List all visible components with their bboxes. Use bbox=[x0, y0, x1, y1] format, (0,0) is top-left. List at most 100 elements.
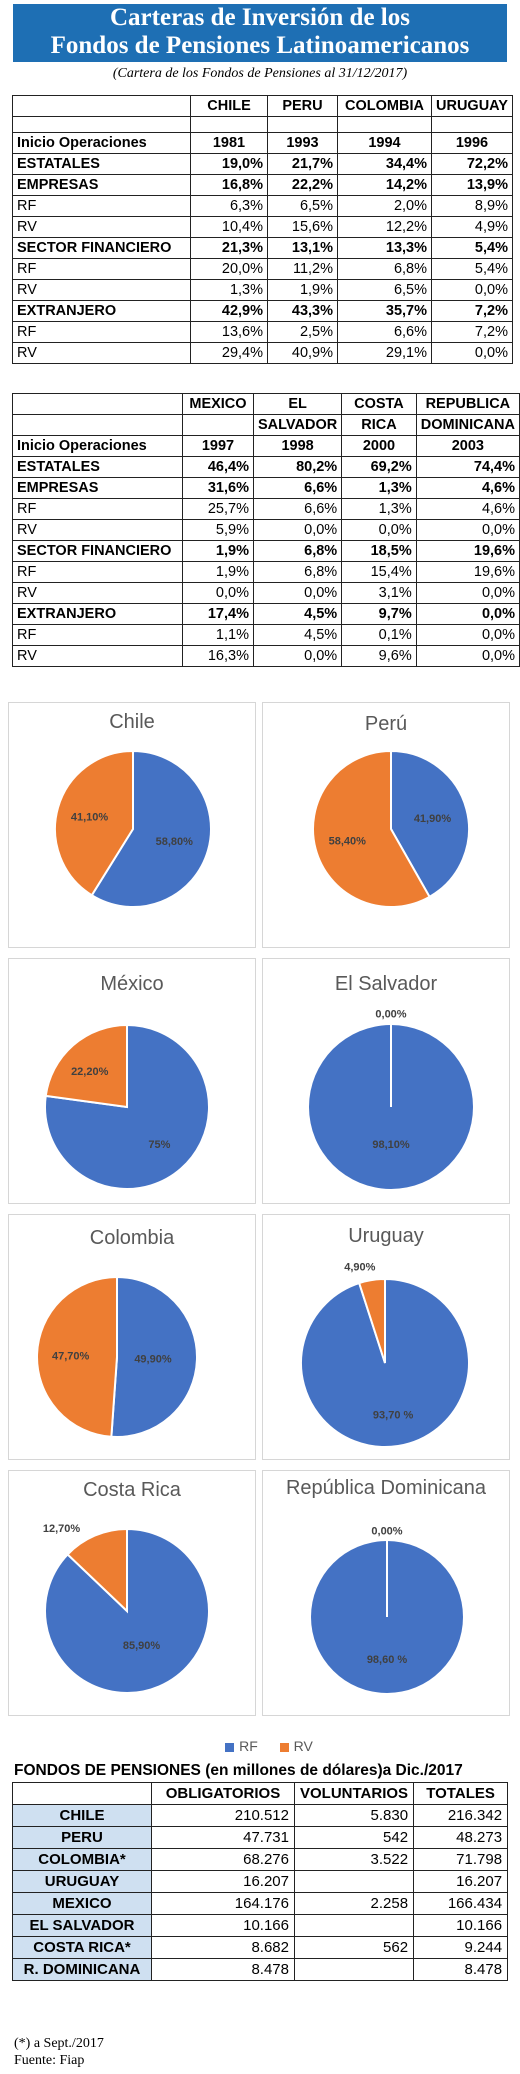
row-label: RV bbox=[12, 582, 183, 604]
pie-data-label: 0,00% bbox=[375, 1009, 406, 1021]
table-cell: 19,6% bbox=[415, 561, 520, 583]
pie-chart: 98,60 % 0,00% bbox=[311, 1525, 463, 1693]
table-cell: 6,5% bbox=[267, 195, 338, 217]
table-row: RF 1,1% 4,5% 0,1% 0,0% bbox=[12, 624, 520, 646]
table-cell: 1997 bbox=[181, 435, 254, 457]
table-cell: 0,1% bbox=[341, 624, 417, 646]
funds-country: COLOMBIA* bbox=[12, 1848, 152, 1871]
funds-header: OBLIGATORIOS bbox=[151, 1782, 295, 1805]
funds-cell: 47.731 bbox=[151, 1826, 295, 1849]
pie-panel: República Dominicana 98,60 % 0,00% bbox=[262, 1470, 510, 1716]
pie-panel: El Salvador 98,10% 0,00% bbox=[262, 958, 510, 1204]
table-cell: 1,3% bbox=[341, 498, 417, 520]
table-cell: 1981 bbox=[190, 132, 268, 154]
table-cell: 8,9% bbox=[431, 195, 513, 217]
pie-panel: Colombia 49,90% 47,70% bbox=[8, 1214, 256, 1460]
funds-header: VOLUNTARIOS bbox=[293, 1782, 415, 1805]
pie-slice-rf bbox=[390, 749, 470, 899]
funds-row: R. DOMINICANA 8.478 8.478 bbox=[12, 1958, 509, 1981]
subtitle: (Cartera de los Fondos de Pensiones al 3… bbox=[112, 66, 408, 81]
pie-panel: Chile 58,80% 41,10% bbox=[8, 702, 256, 948]
pie-title: Perú bbox=[364, 713, 408, 735]
table-row: RF 25,7% 6,6% 1,3% 4,6% bbox=[12, 498, 520, 520]
pie-data-label: 75% bbox=[148, 1139, 170, 1151]
funds-country: COSTA RICA* bbox=[12, 1936, 152, 1959]
row-label: ESTATALES bbox=[12, 153, 191, 175]
table-cell: 72,2% bbox=[431, 153, 513, 175]
table-row: RF 13,6% 2,5% 6,6% 7,2% bbox=[12, 321, 513, 343]
table-cell: 1994 bbox=[337, 132, 432, 154]
table1-corner bbox=[12, 95, 191, 117]
table-cell: 25,7% bbox=[181, 498, 254, 520]
table-cell: 1993 bbox=[267, 132, 338, 154]
table-cell: 13,1% bbox=[267, 237, 338, 259]
pie-panel: México 75% 22,20% bbox=[8, 958, 256, 1204]
table-cell: 6,8% bbox=[337, 258, 432, 280]
pie-chart: 85,90% 12,70% bbox=[43, 1523, 210, 1694]
table-cell: 1996 bbox=[431, 132, 513, 154]
table2-body: Inicio Operaciones 1997 1998 2000 2003 ESTATA… bbox=[12, 435, 520, 667]
funds-row: MEXICO 164.176 2.258 166.434 bbox=[12, 1892, 509, 1915]
table-cell: 22,2% bbox=[267, 174, 338, 196]
table-cell: 35,7% bbox=[337, 300, 432, 322]
pie-chart: 49,90% 47,70% bbox=[36, 1275, 199, 1438]
title-line-1: Carteras de Inversión de los bbox=[110, 4, 410, 31]
table2-header-row-1: MEXICO EL COSTA REPUBLICA bbox=[12, 393, 520, 415]
pie-data-label: 93,70 % bbox=[373, 1409, 414, 1421]
funds-cell: 166.434 bbox=[413, 1892, 509, 1915]
table-row: RV 0,0% 0,0% 3,1% 0,0% bbox=[12, 582, 520, 604]
pie-data-label: 41,90% bbox=[414, 813, 452, 825]
table-cell: 21,3% bbox=[190, 237, 268, 259]
table-cell: 2000 bbox=[341, 435, 417, 457]
table1-header-row: CHILE PERU COLOMBIA URUGUAY bbox=[12, 95, 513, 117]
table-row: EMPRESAS 16,8% 22,2% 14,2% 13,9% bbox=[12, 174, 513, 196]
funds-cell: 10.166 bbox=[151, 1914, 295, 1937]
pie-slice-rv bbox=[44, 1023, 128, 1109]
funds-cell: 5.830 bbox=[293, 1804, 415, 1827]
portfolio-table-1: CHILE PERU COLOMBIA URUGUAY Inicio Opera… bbox=[12, 95, 513, 364]
funds-cell bbox=[293, 1958, 415, 1981]
pie-data-label: 49,90% bbox=[134, 1353, 172, 1365]
table-cell: 5,4% bbox=[431, 237, 513, 259]
funds-cell: 71.798 bbox=[413, 1848, 509, 1871]
funds-cell: 562 bbox=[293, 1936, 415, 1959]
table-cell: 0,0% bbox=[252, 582, 343, 604]
funds-country: EL SALVADOR bbox=[12, 1914, 152, 1937]
table1-country: CHILE bbox=[190, 95, 268, 117]
table-cell: 15,6% bbox=[267, 216, 338, 238]
pie-panel: Uruguay 93,70 % 4,90% bbox=[262, 1214, 510, 1460]
funds-country: PERU bbox=[12, 1826, 152, 1849]
table-cell: 12,2% bbox=[337, 216, 432, 238]
funds-country: URUGUAY bbox=[12, 1870, 152, 1893]
table-cell: 6,5% bbox=[337, 279, 432, 301]
table-cell: 6,3% bbox=[190, 195, 268, 217]
table-row: EXTRANJERO 17,4% 4,5% 9,7% 0,0% bbox=[12, 603, 520, 625]
funds-row: EL SALVADOR 10.166 10.166 bbox=[12, 1914, 509, 1937]
row-label: RF bbox=[12, 498, 183, 520]
funds-header: TOTALES bbox=[413, 1782, 509, 1805]
table-cell: 5,4% bbox=[431, 258, 513, 280]
table-row: RF 6,3% 6,5% 2,0% 8,9% bbox=[12, 195, 513, 217]
table-cell: 34,4% bbox=[337, 153, 432, 175]
table1-country: URUGUAY bbox=[431, 95, 513, 117]
table-cell: 4,6% bbox=[415, 477, 520, 499]
funds-country: R. DOMINICANA bbox=[12, 1958, 152, 1981]
pie-charts-grid: Chile 58,80% 41,10% Perú 41,90% 58,40% México 7… bbox=[0, 702, 520, 1732]
funds-cell: 8.478 bbox=[413, 1958, 509, 1981]
table-cell: 7,2% bbox=[431, 321, 513, 343]
pie-slice-rv bbox=[66, 1527, 128, 1614]
pie-title: El Salvador bbox=[334, 973, 438, 995]
table-cell: 3,1% bbox=[341, 582, 417, 604]
row-label: RF bbox=[12, 624, 183, 646]
table-row: ESTATALES 19,0% 21,7% 34,4% 72,2% bbox=[12, 153, 513, 175]
table2-header-row-2: SALVADOR RICA DOMINICANA bbox=[12, 414, 520, 436]
pie-data-label: 58,80% bbox=[156, 836, 194, 848]
table-cell: 1,9% bbox=[181, 540, 254, 562]
row-label: SECTOR FINANCIERO bbox=[12, 540, 183, 562]
pie-chart: 58,80% 41,10% bbox=[54, 749, 212, 908]
funds-header-row: OBLIGATORIOS VOLUNTARIOS TOTALES bbox=[12, 1782, 509, 1805]
row-label: RV bbox=[12, 519, 183, 541]
table-row: Inicio Operaciones 1981 1993 1994 1996 bbox=[12, 132, 513, 154]
pie-chart: 75% 22,20% bbox=[44, 1023, 210, 1190]
table-cell: 0,0% bbox=[252, 645, 343, 667]
